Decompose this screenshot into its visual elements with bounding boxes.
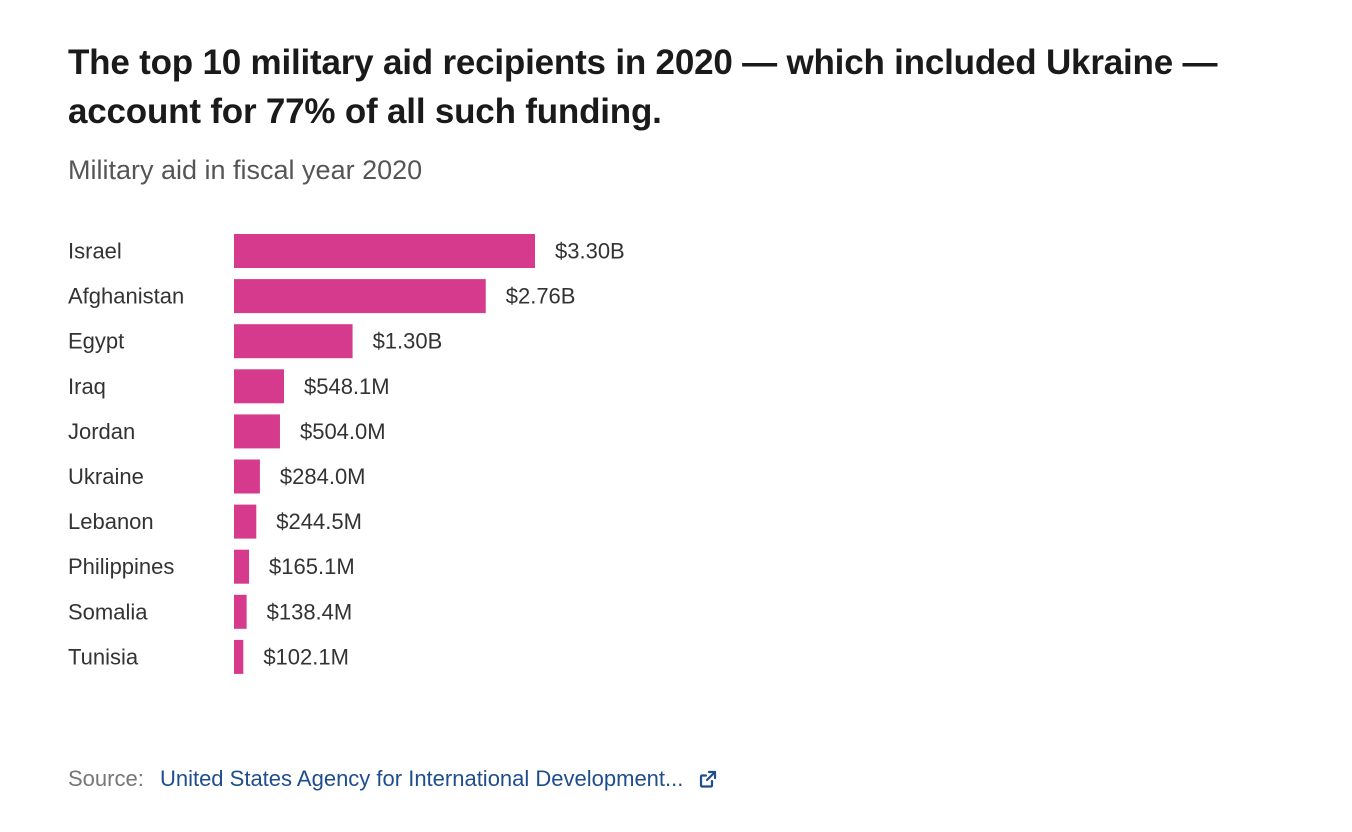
source-link-text: United States Agency for International D…	[159, 766, 684, 791]
bar-somalia[interactable]	[234, 594, 247, 629]
bar-lebanon[interactable]	[234, 504, 257, 539]
value-label-egypt: $1.30B	[373, 329, 443, 354]
bar-israel[interactable]	[234, 234, 535, 268]
bar-afghanistan[interactable]	[234, 279, 486, 314]
category-label-philippines: Philippines	[68, 554, 174, 579]
value-label-israel: $3.30B	[555, 239, 625, 264]
external-link-icon	[699, 770, 716, 788]
value-label-iraq: $548.1M	[304, 374, 390, 399]
bar-iraq[interactable]	[234, 369, 284, 404]
value-label-philippines: $165.1M	[269, 554, 355, 579]
chart-title: The top 10 military aid recipients in 20…	[68, 43, 1218, 131]
value-label-lebanon: $244.5M	[276, 509, 362, 534]
value-label-tunisia: $102.1M	[263, 644, 349, 669]
category-label-egypt: Egypt	[68, 329, 124, 354]
value-label-jordan: $504.0M	[300, 419, 386, 444]
bar-tunisia[interactable]	[234, 639, 244, 674]
source-label: Source:	[68, 766, 144, 791]
category-label-israel: Israel	[68, 239, 122, 264]
bar-jordan[interactable]	[234, 414, 280, 449]
category-label-iraq: Iraq	[68, 374, 106, 399]
bar-philippines[interactable]	[234, 549, 250, 584]
bar-chart-rows: Israel $3.30B Afghanistan $2.76B Egypt $1.30B…	[68, 234, 625, 674]
bar-egypt[interactable]	[234, 324, 353, 359]
source-link[interactable]: United States Agency for International D…	[160, 766, 718, 791]
value-label-somalia: $138.4M	[267, 599, 353, 624]
category-label-somalia: Somalia	[68, 599, 148, 624]
source-line: Source: United States Agency for Interna…	[68, 762, 718, 796]
value-label-ukraine: $284.0M	[280, 464, 366, 489]
category-label-jordan: Jordan	[68, 419, 135, 444]
category-label-ukraine: Ukraine	[68, 464, 144, 489]
category-label-afghanistan: Afghanistan	[68, 284, 184, 309]
chart-subtitle: Military aid in fiscal year 2020	[68, 155, 423, 185]
category-label-lebanon: Lebanon	[68, 509, 154, 534]
bar-chart: Israel $3.30B Afghanistan $2.76B Egypt $1.30B…	[68, 234, 625, 674]
category-label-tunisia: Tunisia	[68, 644, 139, 669]
value-label-afghanistan: $2.76B	[506, 284, 576, 309]
bar-ukraine[interactable]	[234, 459, 260, 494]
